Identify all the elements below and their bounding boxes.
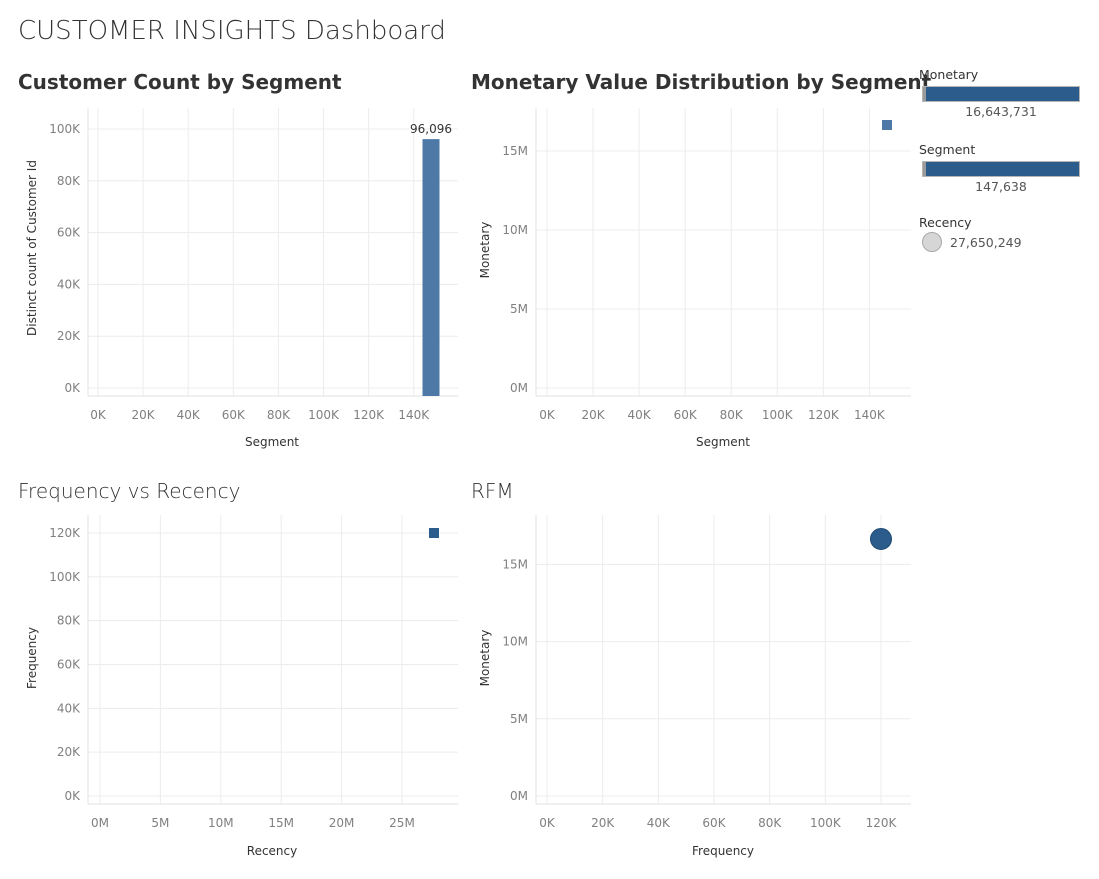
monetary-distribution-point[interactable]	[882, 120, 892, 130]
monetary-distribution-xtick: 0K	[539, 408, 556, 422]
rfm-xlabel: Frequency	[692, 844, 754, 858]
customer-count-xtick: 100K	[308, 408, 340, 422]
rfm-ylabel: Monetary	[478, 630, 492, 687]
monetary-distribution-chart[interactable]: 15M 10M 5M 0M 0K 20K 40K 60K 80K 100K 120K 140K Se…	[478, 108, 911, 449]
frequency-recency-ytick: 20K	[57, 745, 81, 759]
monetary-distribution-ytick: 0M	[510, 381, 528, 395]
rfm-xtick: 120K	[866, 816, 898, 830]
legend-segment-title: Segment	[919, 142, 976, 157]
legend-segment-value: 147,638	[975, 179, 1027, 194]
customer-count-bar[interactable]	[422, 139, 440, 396]
monetary-distribution-xtick: 120K	[808, 408, 840, 422]
dashboard-title: CUSTOMER INSIGHTS Dashboard	[18, 16, 446, 46]
legend-recency-value: 27,650,249	[950, 234, 1022, 250]
customer-count-xtick: 0K	[90, 408, 107, 422]
customer-count-xtick: 60K	[222, 408, 246, 422]
frequency-recency-xtick: 15M	[268, 816, 294, 830]
legend-monetary-color-ramp	[922, 86, 1080, 102]
frequency-recency-ytick: 120K	[49, 526, 81, 540]
customer-count-ylabel: Distinct count of Customer Id	[25, 160, 39, 336]
frequency-recency-ytick: 80K	[57, 614, 81, 628]
rfm-chart[interactable]: 15M 10M 5M 0M 0K 20K 40K 60K 80K 100K 120K Freque…	[478, 515, 911, 858]
monetary-distribution-ylabel: Monetary	[478, 222, 492, 279]
legend-recency-size-circle	[922, 232, 942, 252]
frequency-recency-ylabel: Frequency	[25, 627, 39, 689]
monetary-distribution-xtick: 20K	[581, 408, 605, 422]
monetary-distribution-xtick: 40K	[628, 408, 652, 422]
frequency-recency-xtick: 10M	[208, 816, 234, 830]
customer-count-ytick: 60K	[57, 226, 81, 240]
customer-count-ytick: 80K	[57, 174, 81, 188]
rfm-xtick: 40K	[647, 816, 671, 830]
customer-count-ytick: 40K	[57, 277, 81, 291]
monetary-distribution-xtick: 100K	[762, 408, 794, 422]
rfm-point[interactable]	[870, 528, 892, 550]
legend-recency[interactable]: Recency 27,650,249	[919, 215, 1089, 252]
customer-count-title: Customer Count by Segment	[18, 70, 342, 94]
monetary-distribution-ytick: 5M	[510, 302, 528, 316]
legend-segment-color-ramp	[922, 161, 1080, 177]
customer-count-ytick: 20K	[57, 329, 81, 343]
monetary-distribution-ytick: 15M	[502, 144, 528, 158]
rfm-ytick: 15M	[502, 557, 528, 571]
legend-recency-title: Recency	[919, 215, 972, 230]
monetary-distribution-xtick: 80K	[720, 408, 744, 422]
customer-count-chart[interactable]: 96,096 100K 80K 60K 40K 20K 0K 0K 20K 40K 60K 80K…	[25, 108, 458, 449]
customer-count-xtick: 40K	[177, 408, 201, 422]
frequency-recency-xtick: 0M	[91, 816, 109, 830]
rfm-xtick: 80K	[758, 816, 782, 830]
customer-count-ytick: 0K	[64, 381, 81, 395]
frequency-recency-ytick: 0K	[64, 789, 81, 803]
frequency-recency-xtick: 20M	[329, 816, 355, 830]
monetary-distribution-xtick: 140K	[854, 408, 886, 422]
frequency-recency-point[interactable]	[429, 528, 439, 538]
customer-count-data-label: 96,096	[410, 122, 452, 136]
frequency-recency-xtick: 5M	[151, 816, 169, 830]
customer-count-xtick: 80K	[267, 408, 291, 422]
frequency-recency-ytick: 40K	[57, 701, 81, 715]
monetary-distribution-xlabel: Segment	[696, 435, 750, 449]
monetary-distribution-title: Monetary Value Distribution by Segment	[471, 70, 932, 94]
rfm-xtick: 0K	[539, 816, 556, 830]
frequency-recency-xtick: 25M	[389, 816, 415, 830]
legend-monetary-title: Monetary	[919, 67, 979, 82]
customer-count-xtick: 120K	[353, 408, 385, 422]
monetary-distribution-xtick: 60K	[674, 408, 698, 422]
customer-count-xtick: 140K	[398, 408, 430, 422]
rfm-ytick: 10M	[502, 635, 528, 649]
monetary-distribution-ytick: 10M	[502, 223, 528, 237]
rfm-title: RFM	[471, 479, 514, 503]
legend-monetary[interactable]: Monetary 16,643,731	[919, 67, 1089, 119]
customer-count-ytick: 100K	[49, 122, 81, 136]
frequency-recency-ytick: 100K	[49, 570, 81, 584]
rfm-ytick: 5M	[510, 712, 528, 726]
rfm-xtick: 100K	[810, 816, 842, 830]
frequency-recency-title: Frequency vs Recency	[18, 479, 241, 503]
legend-monetary-value: 16,643,731	[965, 104, 1037, 119]
legend-segment[interactable]: Segment 147,638	[919, 142, 1089, 194]
frequency-recency-xlabel: Recency	[247, 844, 297, 858]
customer-count-xlabel: Segment	[245, 435, 299, 449]
rfm-xtick: 20K	[591, 816, 615, 830]
rfm-ytick: 0M	[510, 789, 528, 803]
customer-count-xtick: 20K	[132, 408, 156, 422]
frequency-recency-ytick: 60K	[57, 658, 81, 672]
rfm-xtick: 60K	[702, 816, 726, 830]
